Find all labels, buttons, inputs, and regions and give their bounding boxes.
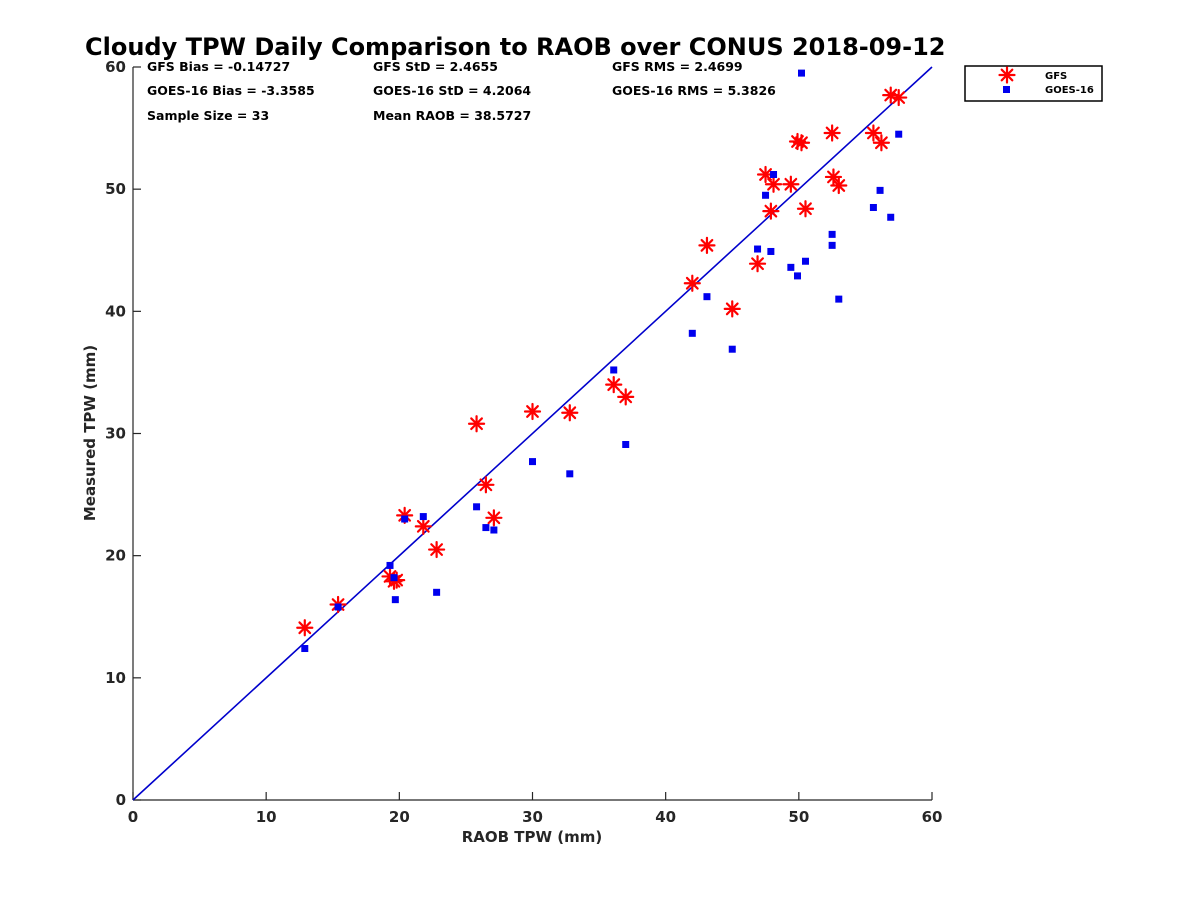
x-tick-label: 30	[522, 808, 543, 826]
goes-16-point	[794, 272, 802, 280]
goes-16-point	[895, 130, 903, 138]
gfs-point	[796, 200, 815, 218]
gfs-point	[872, 134, 890, 152]
goes-16-point	[770, 171, 778, 179]
goes-16-point	[688, 329, 696, 337]
legend: GFS GOES-16	[964, 65, 1103, 102]
stat-goes-std: GOES-16 StD = 4.2064	[373, 83, 531, 98]
gfs-point	[467, 415, 486, 433]
gfs-point	[764, 175, 783, 193]
gfs-point	[617, 388, 635, 406]
gfs-point	[428, 540, 446, 559]
goes-16-point	[876, 186, 884, 194]
gfs-point	[698, 236, 716, 254]
goes-16-point	[754, 245, 762, 253]
y-tick-label: 20	[105, 547, 126, 565]
gfs-point	[723, 300, 741, 318]
goes-16-point	[473, 503, 481, 511]
x-tick-label: 60	[922, 808, 943, 826]
series-goes-16	[301, 69, 903, 653]
goes-16-point	[801, 257, 809, 265]
y-tick-label: 10	[105, 669, 126, 687]
goes-16-point	[887, 213, 895, 221]
gfs-point	[485, 509, 503, 527]
stat-mean-raob: Mean RAOB = 38.5727	[373, 108, 531, 123]
gfs-point	[748, 255, 767, 273]
x-axis-label: RAOB TPW (mm)	[462, 828, 603, 846]
goes-16-point	[529, 458, 536, 466]
y-tick-label: 30	[105, 425, 126, 443]
legend-gfs-asterisk	[998, 66, 1016, 84]
gfs-point	[823, 124, 841, 142]
legend-box	[964, 65, 1103, 102]
gfs-point	[762, 202, 780, 220]
y-tick-label: 40	[105, 302, 126, 320]
gfs-point	[782, 175, 800, 193]
stat-gfs-rms: GFS RMS = 2.4699	[612, 59, 743, 74]
goes-16-point	[835, 295, 843, 303]
gfs-point	[414, 517, 432, 535]
goes-16-point	[433, 588, 441, 596]
legend-goes-16-marker	[1003, 86, 1010, 93]
x-tick-label: 40	[655, 808, 676, 826]
y-tick-label: 50	[105, 180, 126, 198]
goes-16-point	[703, 293, 711, 301]
x-tick-label: 10	[256, 808, 277, 826]
y-tick-label: 0	[116, 791, 126, 809]
goes-16-point	[334, 603, 342, 611]
goes-16-point	[767, 247, 775, 255]
legend-gfs-label: GFS	[1045, 71, 1067, 82]
goes-16-point	[566, 470, 574, 478]
stats-block: GFS Bias = -0.14727 GFS StD = 2.4655 GFS…	[147, 59, 776, 123]
gfs-point	[561, 404, 579, 422]
goes-16-point	[490, 526, 498, 534]
goes-16-point	[401, 515, 409, 523]
goes-16-point	[391, 596, 399, 604]
goes-16-point	[828, 241, 836, 249]
goes-16-point	[622, 440, 630, 448]
reference-line-group	[132, 66, 933, 801]
gfs-point	[864, 124, 883, 142]
gfs-point	[792, 134, 811, 152]
gfs-point	[296, 619, 314, 637]
goes-16-point	[482, 524, 490, 532]
goes-16-point	[301, 645, 309, 653]
y-tick-label: 60	[105, 58, 126, 76]
goes-16-point	[610, 366, 618, 374]
gfs-point	[890, 88, 908, 107]
series-gfs	[296, 86, 908, 637]
stat-sample-size: Sample Size = 33	[147, 108, 269, 123]
chart-title: Cloudy TPW Daily Comparison to RAOB over…	[85, 33, 945, 61]
gfs-point	[477, 476, 495, 494]
goes-16-point	[386, 561, 394, 569]
goes-16-point	[762, 191, 770, 199]
gfs-point	[830, 176, 848, 195]
x-tick-label: 0	[128, 808, 138, 826]
stat-gfs-bias: GFS Bias = -0.14727	[147, 59, 290, 74]
gfs-point	[756, 165, 775, 184]
stat-goes-bias: GOES-16 Bias = -3.3585	[147, 83, 315, 98]
goes-16-point	[419, 513, 427, 521]
legend-goes-16-label: GOES-16	[1045, 85, 1094, 96]
gfs-point	[605, 376, 623, 394]
stat-goes-rms: GOES-16 RMS = 5.3826	[612, 83, 776, 98]
legend-gfs-marker	[998, 66, 1016, 84]
goes-16-point	[797, 69, 805, 77]
gfs-point	[683, 274, 701, 292]
gfs-point	[824, 168, 843, 186]
stat-gfs-std: GFS StD = 2.4655	[373, 59, 498, 74]
goes-16-point	[869, 203, 877, 211]
x-tick-label: 20	[389, 808, 410, 826]
y-axis-label: Measured TPW (mm)	[81, 345, 99, 521]
goes-16-point	[828, 230, 836, 238]
x-tick-label: 50	[788, 808, 809, 826]
one-to-one-line	[132, 66, 933, 801]
goes-16-point	[728, 345, 736, 353]
goes-16-point	[787, 263, 795, 271]
plot-axes: 0 10 20 30 40 50 60 0 10 20 30 40 50 60	[105, 58, 942, 826]
gfs-point	[523, 402, 542, 421]
goes-16-point	[390, 574, 398, 582]
